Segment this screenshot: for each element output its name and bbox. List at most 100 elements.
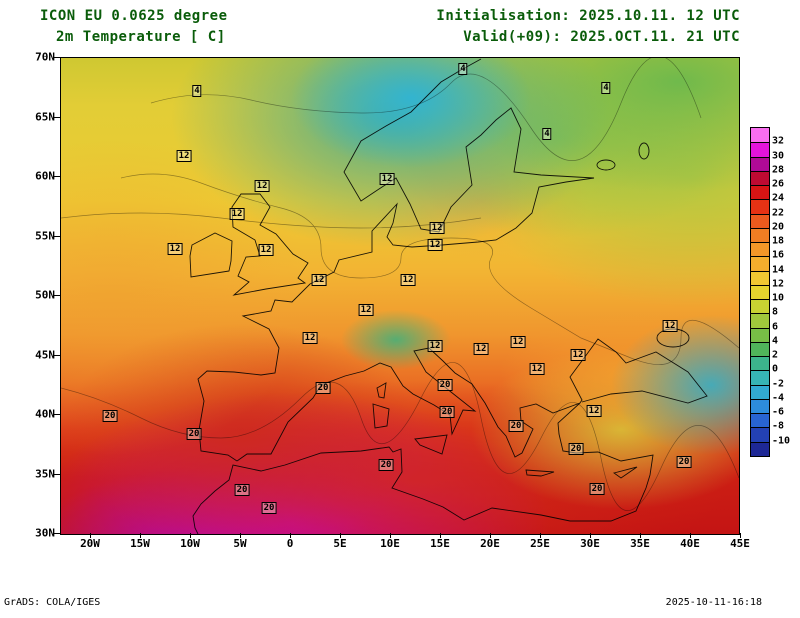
contour-label: 12 bbox=[662, 320, 678, 332]
colorbar-segment bbox=[751, 313, 769, 328]
colorbar-label: 24 bbox=[772, 192, 785, 204]
x-axis-tick bbox=[140, 533, 141, 538]
x-axis-tick bbox=[240, 533, 241, 538]
contour-label: 20 bbox=[261, 502, 277, 514]
y-axis-label: 30N bbox=[35, 526, 55, 540]
colorbar-segment bbox=[751, 142, 769, 157]
contour-label: 4 bbox=[458, 63, 468, 75]
x-axis-tick bbox=[440, 533, 441, 538]
colorbar-segment bbox=[751, 284, 769, 300]
x-axis-label: 5E bbox=[333, 537, 347, 550]
y-axis-tick bbox=[54, 533, 60, 534]
colorbar-segment bbox=[751, 128, 769, 143]
colorbar bbox=[750, 127, 770, 457]
y-axis-label: 45N bbox=[35, 348, 55, 361]
contour-label: 20 bbox=[439, 406, 455, 418]
contour-label: 12 bbox=[570, 349, 586, 361]
y-axis-label: 55N bbox=[35, 229, 55, 242]
colorbar-segment bbox=[751, 213, 769, 228]
colorbar-segment bbox=[751, 227, 769, 243]
colorbar-segment bbox=[751, 270, 769, 285]
contour-labels-layer: 4 4 4 4 12 12 12 12 12 12 12 12 12 12 12 12 12 12 12 12 12 12… bbox=[61, 58, 739, 534]
colorbar-label: 16 bbox=[772, 249, 785, 261]
valid-time-label: Valid(+09): 2025.OCT.11. 21 UTC bbox=[463, 29, 740, 45]
colorbar-segment bbox=[751, 185, 769, 200]
x-axis-tick bbox=[190, 533, 191, 538]
contour-label: 12 bbox=[429, 222, 445, 234]
contour-label: 12 bbox=[427, 340, 443, 352]
colorbar-label: -4 bbox=[772, 392, 785, 404]
x-axis-label: 10E bbox=[380, 537, 400, 550]
x-axis-tick bbox=[90, 533, 91, 538]
coastline-paths bbox=[189, 58, 708, 534]
y-axis-label: 50N bbox=[35, 288, 55, 302]
model-title: ICON EU 0.0625 degree bbox=[40, 8, 228, 24]
contour-label: 4 bbox=[601, 82, 611, 94]
y-axis-label: 40N bbox=[35, 407, 55, 421]
colorbar-label: -2 bbox=[772, 378, 785, 390]
colorbar-label: 22 bbox=[772, 207, 785, 219]
x-axis-label: 25E bbox=[530, 537, 550, 550]
colorbar-label: 6 bbox=[772, 321, 779, 333]
map-frame: 4 4 4 4 12 12 12 12 12 12 12 12 12 12 12 12 12 12 12 12 12 12… bbox=[60, 57, 740, 535]
y-axis-tick bbox=[54, 354, 60, 356]
contour-label: 20 bbox=[234, 484, 250, 496]
contour-label: 12 bbox=[510, 336, 526, 348]
colorbar-label: 26 bbox=[772, 178, 785, 190]
y-axis-label: 35N bbox=[35, 467, 55, 480]
colorbar-label: -8 bbox=[772, 420, 785, 432]
contour-label: 20 bbox=[102, 410, 118, 422]
x-axis-label: 20W bbox=[80, 537, 100, 550]
contour-label: 12 bbox=[379, 173, 395, 185]
x-axis-tick bbox=[540, 533, 541, 538]
x-axis-tick bbox=[340, 533, 341, 538]
contour-label: 12 bbox=[473, 343, 489, 355]
contour-label: 12 bbox=[529, 363, 545, 375]
colorbar-label: 14 bbox=[772, 264, 785, 276]
contour-label: 12 bbox=[254, 180, 270, 192]
colorbar-label: 8 bbox=[772, 306, 779, 318]
colorbar-label: 28 bbox=[772, 164, 785, 176]
y-axis-tick bbox=[54, 295, 60, 296]
colorbar-segment bbox=[751, 327, 769, 342]
colorbar-segment bbox=[751, 370, 769, 385]
grads-credit: GrADS: COLA/IGES bbox=[4, 597, 101, 608]
colorbar-label: 32 bbox=[772, 135, 785, 147]
contour-label: 20 bbox=[676, 456, 692, 468]
x-axis-label: 10W bbox=[180, 537, 200, 550]
colorbar-segment bbox=[751, 427, 769, 442]
colorbar-segment bbox=[751, 384, 769, 399]
x-axis-tick bbox=[640, 533, 641, 538]
contour-label: 12 bbox=[258, 244, 274, 256]
colorbar-label: 18 bbox=[772, 235, 785, 247]
contour-label: 20 bbox=[186, 428, 202, 440]
x-axis-label: 5W bbox=[233, 537, 247, 550]
isotherm-lines bbox=[61, 58, 739, 511]
contour-label: 12 bbox=[302, 332, 318, 344]
contour-label: 12 bbox=[400, 274, 416, 286]
y-axis-tick bbox=[54, 116, 60, 118]
y-axis-tick bbox=[54, 414, 60, 415]
temperature-field bbox=[61, 58, 739, 534]
x-axis-label: 0 bbox=[286, 537, 294, 550]
colorbar-segment bbox=[751, 398, 769, 414]
x-axis-label: 40E bbox=[680, 537, 700, 550]
colorbar-segment bbox=[751, 341, 769, 357]
x-axis-label: 35E bbox=[630, 537, 650, 550]
x-axis-tick bbox=[390, 533, 391, 538]
x-axis-tick bbox=[290, 533, 291, 538]
y-axis-tick bbox=[54, 473, 60, 475]
colorbar-segment bbox=[751, 242, 769, 257]
contour-label: 12 bbox=[176, 150, 192, 162]
init-time-label: Initialisation: 2025.10.11. 12 UTC bbox=[436, 8, 740, 24]
contour-label: 12 bbox=[586, 405, 602, 417]
x-axis-label: 15W bbox=[130, 537, 150, 550]
contour-label: 4 bbox=[192, 85, 202, 97]
contour-label: 12 bbox=[427, 239, 443, 251]
colorbar-label: 12 bbox=[772, 278, 785, 290]
x-axis-label: 15E bbox=[430, 537, 450, 550]
colorbar-segment bbox=[751, 299, 769, 314]
colorbar-label: -6 bbox=[772, 406, 785, 418]
x-axis-tick bbox=[490, 533, 491, 538]
contour-label: 12 bbox=[229, 208, 245, 220]
